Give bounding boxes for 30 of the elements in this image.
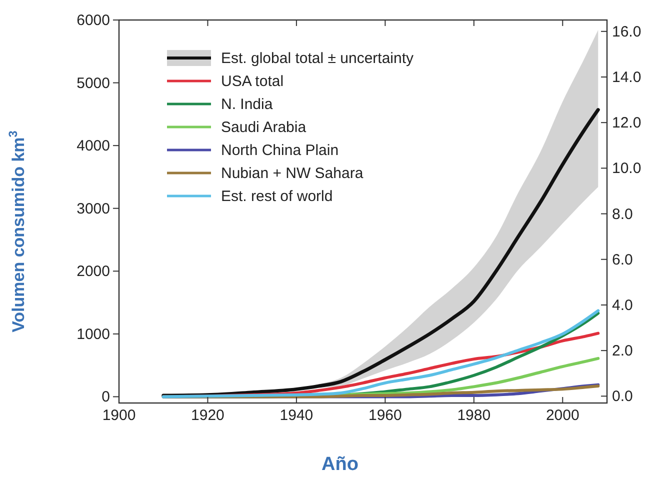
y-tick-label: 1000 [76, 326, 110, 343]
x-axis-title: Año [322, 454, 358, 475]
y2-tick-label: 2.0 [612, 342, 633, 360]
x-tick-label: 1940 [280, 407, 314, 424]
x-tick-label: 1980 [457, 407, 491, 424]
y2-tick-label: 6.0 [612, 251, 633, 268]
legend-label: N. India [221, 96, 274, 113]
legend-label: Est. rest of world [221, 188, 333, 205]
x-tick-label: 1900 [102, 407, 136, 424]
y-tick-label: 3000 [76, 200, 110, 218]
legend-label: Saudi Arabia [221, 119, 307, 136]
x-tick-label: 2000 [546, 407, 580, 424]
legend-label: Nubian + NW Sahara [221, 165, 364, 182]
y2-tick-label: 4.0 [612, 296, 633, 314]
x-tick-label: 1920 [191, 407, 224, 424]
y2-tick-label: 10.0 [612, 160, 642, 178]
y2-tick-label: 12.0 [612, 114, 642, 132]
x-tick-label: 1960 [368, 407, 402, 424]
y-tick-label: 2000 [76, 263, 110, 280]
legend-label: North China Plain [221, 142, 339, 159]
y-tick-label: 5000 [76, 74, 110, 92]
y2-tick-label: 8.0 [612, 206, 633, 223]
y-tick-label: 0 [102, 388, 110, 406]
y2-tick-label: 0.0 [612, 388, 633, 406]
y-tick-label: 6000 [76, 12, 110, 29]
y-tick-label: 4000 [76, 138, 110, 155]
legend-label: Est. global total ± uncertainty [221, 50, 414, 67]
legend-label: USA total [221, 73, 284, 90]
y2-tick-label: 14.0 [612, 68, 642, 86]
y2-tick-label: 16.0 [612, 23, 642, 40]
